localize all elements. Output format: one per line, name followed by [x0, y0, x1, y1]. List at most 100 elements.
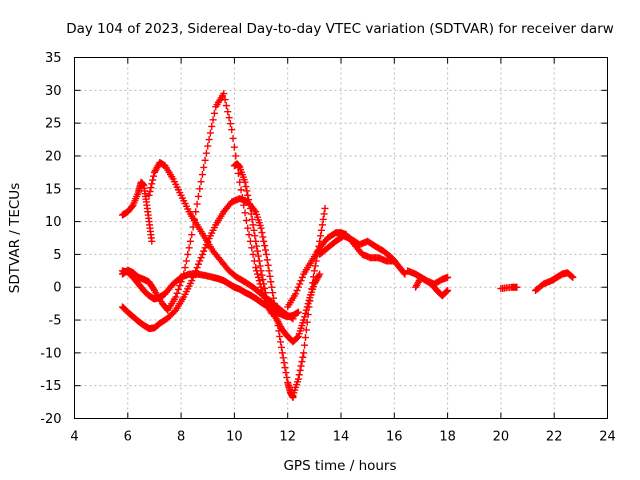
series-arc-k — [412, 273, 452, 291]
data-point — [222, 102, 230, 110]
data-point — [248, 215, 256, 223]
data-point — [294, 375, 302, 383]
data-point — [301, 309, 309, 317]
y-tick-label: 0 — [53, 281, 61, 296]
series-arc-i — [316, 232, 401, 268]
data-point — [261, 284, 269, 292]
data-point — [237, 186, 245, 194]
data-point — [150, 285, 158, 293]
data-point — [182, 257, 190, 265]
data-point — [255, 277, 263, 285]
data-point — [181, 264, 189, 272]
y-tick-label: -10 — [40, 346, 61, 361]
y-tick-label: -5 — [49, 314, 62, 329]
data-point — [296, 280, 304, 288]
series-arc-h — [284, 229, 409, 311]
x-tick-label: 10 — [226, 430, 243, 445]
data-point — [303, 303, 311, 311]
x-tick-label: 8 — [177, 430, 185, 445]
data-point — [242, 216, 250, 224]
data-point — [261, 242, 269, 250]
data-point — [317, 232, 325, 240]
data-point — [392, 259, 400, 267]
data-point — [249, 250, 257, 258]
y-tick-label: 25 — [45, 117, 62, 132]
data-point — [282, 369, 290, 377]
data-point — [311, 262, 319, 270]
data-point — [173, 289, 181, 297]
data-point — [226, 120, 234, 128]
data-point — [265, 267, 273, 275]
data-point — [149, 176, 157, 184]
series-arc-m — [532, 269, 577, 295]
data-point — [259, 276, 267, 284]
data-point — [221, 96, 229, 104]
data-point — [257, 267, 265, 275]
data-point — [228, 126, 236, 134]
data-point — [252, 264, 260, 272]
data-point — [255, 257, 263, 265]
data-point — [297, 362, 305, 370]
data-point — [241, 209, 249, 217]
data-point — [205, 136, 213, 144]
data-point — [299, 353, 307, 361]
y-tick-label: 5 — [53, 248, 61, 263]
data-point — [302, 306, 310, 314]
data-point — [240, 201, 248, 209]
data-point — [301, 341, 309, 349]
data-point — [198, 171, 206, 179]
data-point — [185, 244, 193, 252]
data-point — [252, 237, 260, 245]
y-tick-label: -15 — [40, 379, 61, 394]
data-point — [188, 231, 196, 239]
x-tick-label: 24 — [599, 430, 616, 445]
data-point — [260, 280, 268, 288]
data-point — [268, 283, 276, 291]
y-tick-label: 30 — [45, 84, 62, 99]
data-point — [444, 273, 452, 281]
data-point — [568, 273, 576, 281]
data-point — [200, 247, 208, 255]
y-tick-label: 20 — [45, 149, 62, 164]
data-point — [202, 149, 210, 157]
data-point — [220, 90, 228, 98]
data-point — [206, 129, 214, 137]
data-point — [249, 221, 257, 229]
axis-ticks — [74, 57, 608, 419]
data-point — [243, 187, 251, 195]
data-point — [292, 290, 300, 298]
data-point — [261, 289, 269, 297]
series-arc-a — [118, 178, 156, 245]
series-arc-l — [497, 283, 521, 293]
data-point — [253, 270, 261, 278]
data-point — [294, 283, 302, 291]
data-point — [295, 371, 303, 379]
data-point — [208, 122, 216, 130]
x-axis-label: GPS time / hours — [283, 458, 396, 474]
y-tick-label: -20 — [40, 412, 61, 427]
data-point — [145, 191, 153, 199]
data-point — [210, 109, 218, 117]
data-point — [277, 343, 285, 351]
data-point — [186, 237, 194, 245]
data-point — [316, 270, 324, 278]
data-point — [253, 247, 261, 255]
data-point — [193, 200, 201, 208]
x-tick-label: 18 — [439, 430, 456, 445]
data-point — [253, 242, 261, 250]
series-arc-b — [118, 195, 297, 401]
data-point — [266, 272, 274, 280]
data-point — [193, 264, 201, 272]
data-point — [300, 349, 308, 357]
series-arc-f — [118, 267, 302, 321]
data-point — [296, 366, 304, 374]
data-point — [232, 152, 240, 160]
data-point — [569, 273, 577, 281]
x-tick-label: 4 — [70, 430, 78, 445]
series-arc-g — [230, 160, 324, 346]
data-point — [229, 134, 237, 142]
data-point — [320, 210, 328, 218]
x-tick-label: 12 — [279, 430, 296, 445]
data-point — [262, 250, 270, 258]
y-tick-labels: -20 -15 -10 -5 0 5 10 15 20 25 30 35 — [40, 51, 61, 427]
